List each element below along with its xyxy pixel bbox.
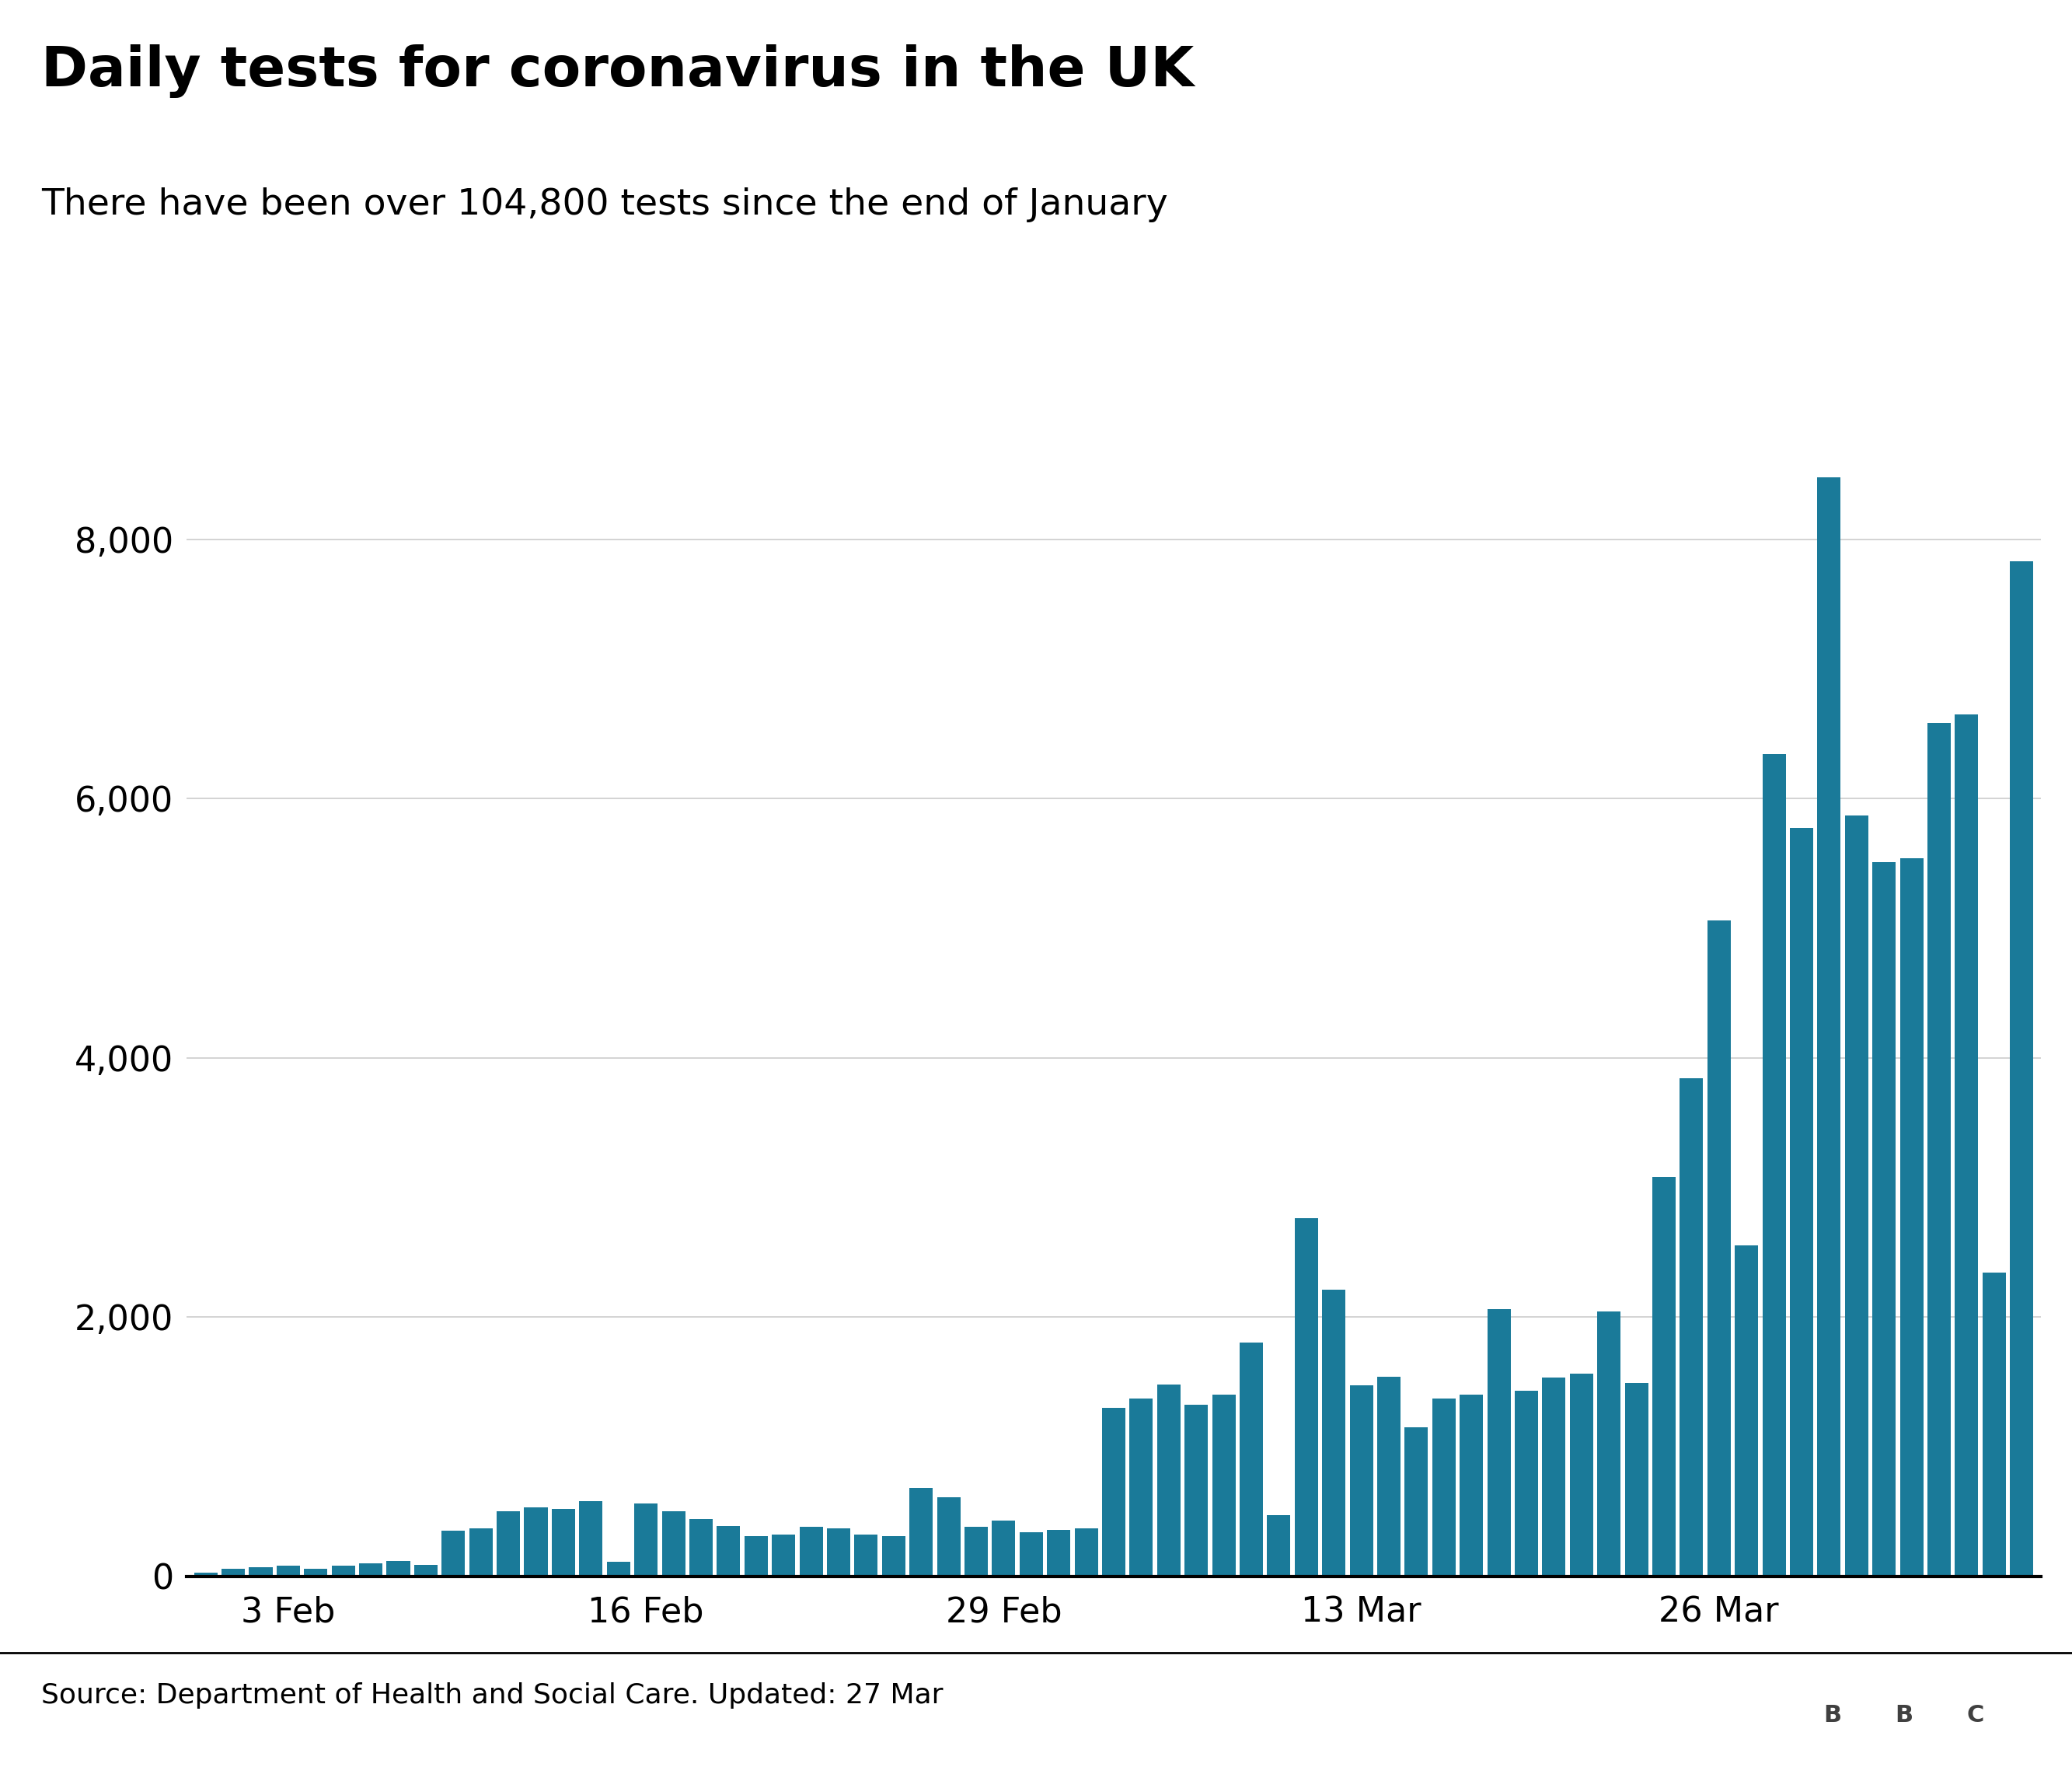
Bar (1046, 1530, 1071, 1576)
Bar (800, 1526, 823, 1576)
Bar (1295, 1218, 1318, 1576)
Bar (1927, 723, 1952, 1576)
Bar (1680, 1079, 1703, 1576)
Bar (827, 1528, 850, 1576)
Text: Source: Department of Health and Social Care. Updated: 27 Mar: Source: Department of Health and Social … (41, 1683, 943, 1708)
Bar (1378, 1377, 1401, 1576)
Bar (1515, 1391, 1537, 1576)
Bar (1598, 1313, 1620, 1576)
Bar (854, 1535, 879, 1576)
Bar (1844, 816, 1869, 1576)
Bar (1019, 1532, 1042, 1576)
Bar (1075, 1528, 1098, 1576)
Bar (1707, 921, 1730, 1576)
Bar (607, 1562, 630, 1576)
Bar (1983, 1273, 2006, 1576)
Bar (1946, 1674, 2008, 1756)
Bar (717, 1526, 740, 1576)
Bar (1542, 1378, 1566, 1576)
Bar (1624, 1384, 1647, 1576)
Bar (1268, 1516, 1291, 1576)
Bar (1349, 1386, 1374, 1576)
Bar (1129, 1398, 1152, 1576)
Bar (1900, 858, 1923, 1576)
Bar (1790, 828, 1813, 1576)
Bar (1803, 1674, 1865, 1756)
Bar (387, 1560, 410, 1576)
Bar (305, 1569, 327, 1576)
Bar (332, 1565, 354, 1576)
Text: C: C (1966, 1704, 1985, 1726)
Bar (1185, 1405, 1208, 1576)
Bar (690, 1519, 713, 1576)
Bar (2010, 561, 2033, 1576)
Bar (963, 1526, 988, 1576)
Bar (524, 1507, 547, 1576)
Bar (414, 1564, 437, 1576)
Bar (1763, 755, 1786, 1576)
Bar (937, 1498, 959, 1576)
Bar (1873, 862, 1896, 1576)
Bar (358, 1564, 383, 1576)
Bar (773, 1535, 796, 1576)
Bar (1459, 1395, 1484, 1576)
Bar (249, 1567, 271, 1576)
Bar (1651, 1177, 1676, 1576)
Bar (1873, 1674, 1935, 1756)
Bar (1956, 714, 1979, 1576)
Bar (222, 1569, 244, 1576)
Bar (1817, 477, 1840, 1576)
Bar (1239, 1343, 1264, 1576)
Bar (744, 1535, 769, 1576)
Text: B: B (1896, 1704, 1912, 1726)
Bar (1488, 1309, 1510, 1576)
Bar (468, 1528, 493, 1576)
Bar (497, 1512, 520, 1576)
Bar (276, 1565, 300, 1576)
Bar (1571, 1373, 1593, 1576)
Bar (551, 1509, 576, 1576)
Bar (634, 1503, 657, 1576)
Bar (580, 1501, 603, 1576)
Text: There have been over 104,800 tests since the end of January: There have been over 104,800 tests since… (41, 187, 1169, 223)
Bar (883, 1535, 905, 1576)
Bar (1212, 1395, 1235, 1576)
Bar (1102, 1407, 1125, 1576)
Bar (1156, 1384, 1181, 1576)
Bar (1432, 1398, 1455, 1576)
Bar (992, 1521, 1015, 1576)
Text: B: B (1823, 1704, 1842, 1726)
Text: Daily tests for coronavirus in the UK: Daily tests for coronavirus in the UK (41, 45, 1193, 98)
Bar (1322, 1289, 1345, 1576)
Bar (441, 1532, 464, 1576)
Bar (1734, 1245, 1759, 1576)
Bar (1405, 1427, 1428, 1576)
Bar (661, 1512, 686, 1576)
Bar (910, 1489, 932, 1576)
Bar (195, 1573, 218, 1576)
